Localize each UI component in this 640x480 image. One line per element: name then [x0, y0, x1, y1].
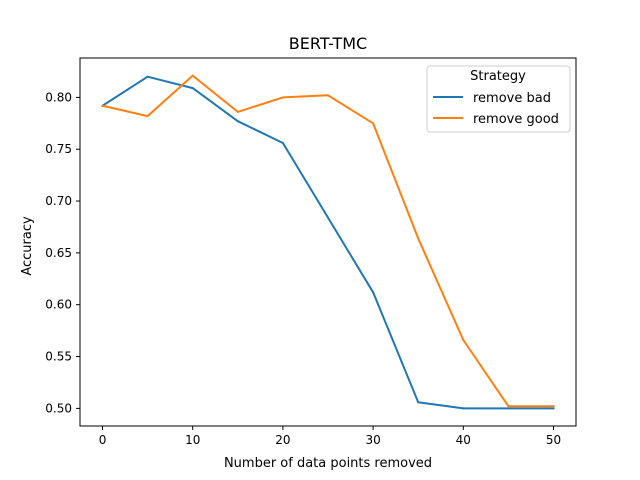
x-axis-label: Number of data points removed: [224, 456, 432, 471]
data-point-1-4: [281, 96, 284, 99]
data-point-0-1: [146, 75, 149, 78]
data-point-1-9: [507, 405, 510, 408]
data-point-1-3: [236, 110, 239, 113]
data-point-0-3: [236, 120, 239, 123]
x-tick-label: 0: [99, 433, 107, 447]
data-point-0-5: [327, 216, 329, 219]
x-tick-label: 10: [185, 433, 200, 447]
data-point-0-10: [552, 407, 555, 410]
data-point-0-8: [462, 407, 465, 410]
y-tick-label: 0.50: [45, 401, 72, 415]
y-axis-label: Accuracy: [20, 216, 35, 276]
data-point-1-6: [372, 122, 375, 125]
axes: 0 10 20 30 40 50 0.50 0.55 0.60 0.65 0.70 0.75 0.80: [45, 57, 577, 447]
data-point-1-0: [101, 104, 104, 107]
legend-frame: [426, 65, 571, 133]
data-point-1-5: [327, 94, 329, 97]
y-tick-label: 0.65: [45, 246, 72, 260]
data-point-1-2: [191, 74, 194, 77]
x-tick-label: 30: [365, 433, 380, 447]
axes-frame: [79, 57, 577, 427]
y-tick-label: 0.75: [45, 142, 72, 156]
data-point-1-10: [552, 405, 555, 408]
data-point-0-2: [191, 87, 194, 90]
data-point-1-7: [417, 237, 420, 240]
y-tick-label: 0.80: [45, 90, 72, 104]
legend-label-0: remove bad: [473, 91, 551, 106]
legend: Strategy remove bad remove good: [426, 65, 571, 133]
plot-area: [101, 74, 555, 410]
legend-title: Strategy: [470, 69, 526, 84]
legend-label-1: remove good: [473, 112, 559, 127]
x-tick-label: 40: [456, 433, 471, 447]
data-point-0-9: [507, 407, 510, 410]
data-point-1-8: [462, 339, 465, 341]
data-point-0-6: [372, 291, 375, 294]
y-tick-label: 0.55: [45, 350, 72, 364]
y-tick-label: 0.60: [45, 298, 72, 312]
data-point-1-1: [146, 115, 149, 118]
x-tick-label: 50: [546, 433, 561, 447]
y-tick-label: 0.70: [45, 194, 72, 208]
data-point-0-4: [281, 142, 284, 144]
data-point-0-7: [417, 401, 420, 404]
x-tick-label: 20: [275, 433, 290, 447]
chart-title: BERT-TMC: [289, 34, 367, 53]
